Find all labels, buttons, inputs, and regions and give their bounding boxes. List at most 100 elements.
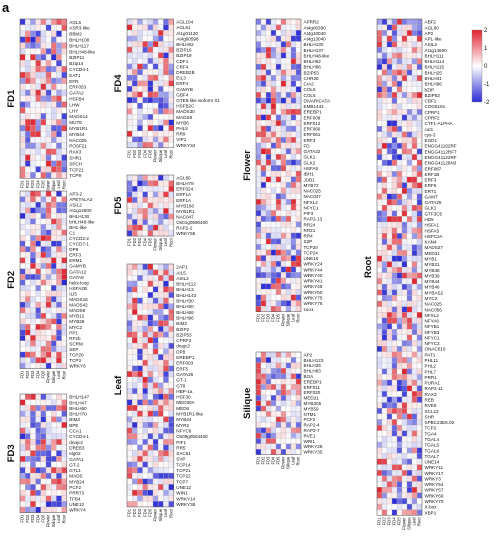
heatmap-cell [396,18,403,25]
heatmap-cell [275,182,282,189]
gene-label: AGL61 [176,25,191,30]
heatmap-cell [386,41,393,48]
heatmap-cell [386,199,393,206]
heatmap-cell [163,219,169,226]
heatmap-cell [386,92,393,99]
heatmap-cell [376,216,383,223]
heatmap-cell [45,495,52,502]
heatmap-cell [270,97,277,104]
heatmap-cell [290,260,297,267]
heatmap-cell [381,289,388,296]
heatmap-cell [158,405,164,412]
heatmap-cell [270,114,277,121]
heatmap-cell [376,193,383,200]
heatmap-cell [142,326,148,332]
heatmap-cell [19,495,26,502]
heatmap-cell [25,329,31,336]
heatmap-cell [163,365,169,372]
heatmap-cell [51,335,57,341]
heatmap-cell [265,255,272,262]
heatmap-cell [295,400,302,407]
heatmap-cell [132,416,138,423]
heatmap-cell [163,136,169,143]
heatmap-cell [255,255,262,262]
heatmap-cell [280,165,287,172]
heatmap-cell [285,432,292,439]
heatmap-cell [51,166,57,173]
gene-label: MYB108 [176,203,194,208]
heatmap-cell [376,374,383,381]
heatmap-cell [260,170,267,177]
heatmap-cell [132,86,138,92]
heatmap-cell [416,18,423,25]
heatmap-cell [40,89,47,96]
heatmap-cell [396,357,403,364]
heatmap-cell [30,101,36,108]
heatmap-cell [391,300,398,307]
heatmap-cell [280,283,287,290]
heatmap-cell [275,108,282,115]
heatmap-cell [275,400,282,407]
heatmap-cell [30,77,36,85]
heatmap-cell [255,97,262,104]
heatmap-cell [411,75,418,82]
heatmap-cell [51,172,57,179]
heatmap-cell [147,180,154,187]
heatmap-cell [406,142,413,149]
heatmap-cell [401,396,408,403]
heatmap-cell [381,159,388,166]
heatmap-cell [396,120,403,127]
heatmap-cell [168,478,174,485]
heatmap-cell [168,342,174,349]
heatmap-cell [137,331,143,338]
heatmap-cell [142,46,148,53]
heatmap-cell [35,89,41,96]
heatmap-cell [280,232,287,239]
heatmap-cell [51,83,57,90]
heatmap-cell [411,340,418,347]
heatmap-cell [51,136,57,144]
heatmap-cell [61,24,67,31]
heatmap-cell [142,41,148,48]
heatmap-cell [126,478,133,485]
heatmap-cell [45,71,52,79]
heatmap-cell [35,218,41,225]
heatmap-cell [132,388,138,395]
heatmap-cell [290,125,297,132]
heatmap-cell [275,18,282,25]
gene-label: ERF3 [425,178,437,183]
column-label: FD1 [127,237,132,246]
heatmap-cell [61,148,67,155]
heatmap-cell [51,160,57,167]
heatmap-cell [280,411,287,417]
heatmap-cell [396,244,403,251]
heatmap-cell [19,357,26,364]
heatmap-cell [386,24,393,31]
heatmap-cell [158,185,164,192]
heatmap-cell [25,224,31,230]
heatmap-cell [158,52,164,59]
heatmap-cell [270,204,277,211]
heatmap-cell [40,362,47,369]
column-label: Leaf [163,149,168,158]
gene-label: BHLH117 [69,43,89,48]
heatmap-cell [275,204,282,211]
heatmap-cell [401,30,408,37]
heatmap-cell [260,384,267,390]
heatmap-cell [35,24,41,31]
heatmap-cell [265,187,272,194]
heatmap-cell [142,292,148,299]
heatmap-cell [391,238,398,245]
heatmap-cell [295,75,302,82]
heatmap-cell [391,283,398,290]
heatmap-cell [142,410,148,417]
heatmap-cell [168,314,174,321]
heatmap-cell [260,92,267,98]
heatmap-cell [168,365,174,372]
heatmap-cell [401,453,408,460]
heatmap-cell [132,472,138,479]
column-label: FD1 [256,313,261,322]
heatmap-cell [290,41,297,48]
gene-label: elg02 [69,451,81,456]
heatmap-cell [25,307,31,314]
